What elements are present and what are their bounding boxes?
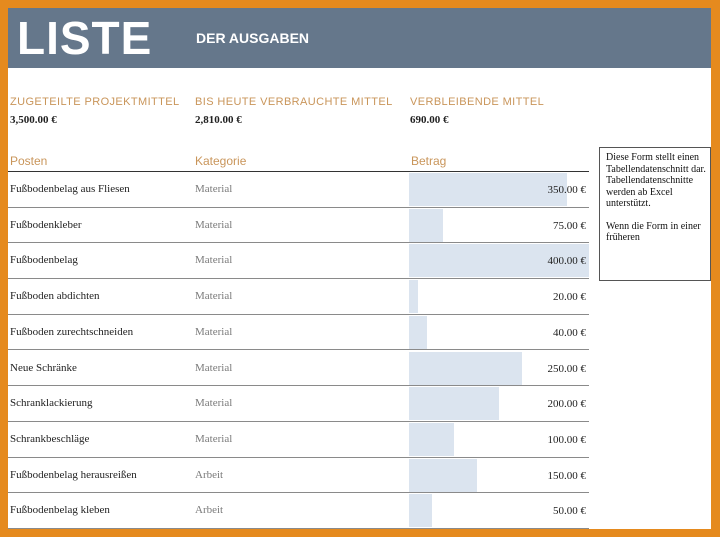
cell-kategorie[interactable]: Material: [195, 290, 233, 303]
cell-kategorie[interactable]: Material: [195, 218, 233, 231]
table-row[interactable]: Fußboden zurechtschneiden Material 40.00 €: [8, 315, 589, 351]
cell-kategorie[interactable]: Material: [195, 361, 233, 374]
title-banner: LISTE DER AUSGABEN: [8, 8, 711, 68]
cell-betrag[interactable]: 40.00 €: [409, 315, 589, 349]
cell-betrag[interactable]: 75.00 €: [409, 208, 589, 242]
data-bar: [409, 458, 477, 492]
betrag-value: 100.00 €: [547, 433, 587, 446]
data-bar: [409, 351, 522, 385]
cell-kategorie[interactable]: Arbeit: [195, 468, 224, 481]
cell-betrag[interactable]: 150.00 €: [409, 458, 589, 492]
banner-subtitle: DER AUSGABEN: [196, 30, 310, 46]
summary-value-spent[interactable]: 2,810.00 €: [195, 114, 242, 126]
table-row[interactable]: Schranklackierung Material 200.00 €: [8, 386, 589, 422]
table-row[interactable]: Fußbodenbelag aus Fliesen Material 350.00 …: [8, 172, 589, 208]
data-bar: [409, 494, 432, 528]
data-bar: [409, 208, 443, 242]
column-header-betrag[interactable]: Betrag: [411, 154, 447, 168]
cell-betrag[interactable]: 250.00 €: [409, 351, 589, 385]
notice-text-continued: Wenn die Form in einer früheren: [606, 220, 701, 244]
table-row[interactable]: Fußboden abdichten Material 20.00 €: [8, 279, 589, 315]
summary-label-allocated: ZUGETEILTE PROJEKTMITTEL: [10, 96, 180, 108]
cell-betrag[interactable]: 200.00 €: [409, 387, 589, 421]
cell-betrag[interactable]: 100.00 €: [409, 422, 589, 456]
cell-betrag[interactable]: 350.00 €: [409, 173, 589, 206]
betrag-value: 40.00 €: [553, 326, 586, 339]
table-row[interactable]: Schrankbeschläge Material 100.00 €: [8, 422, 589, 458]
betrag-value: 75.00 €: [553, 219, 586, 232]
data-bar: [409, 173, 567, 206]
cell-kategorie[interactable]: Material: [195, 254, 233, 267]
cell-posten[interactable]: Fußbodenbelag kleben: [10, 504, 110, 517]
cell-posten[interactable]: Fußbodenbelag aus Fliesen: [10, 183, 130, 195]
betrag-value: 200.00 €: [547, 398, 587, 411]
cell-posten[interactable]: Schrankbeschläge: [10, 432, 90, 445]
cell-betrag[interactable]: 20.00 €: [409, 280, 589, 314]
table-row[interactable]: Fußbodenbelag kleben Arbeit 50.00 €: [8, 493, 589, 529]
cell-posten[interactable]: Fußbodenbelag herausreißen: [10, 468, 137, 481]
table-row[interactable]: Fußbodenkleber Material 75.00 €: [8, 208, 589, 244]
data-bar: [409, 315, 427, 349]
data-bar: [409, 387, 499, 421]
cell-kategorie[interactable]: Material: [195, 183, 233, 195]
betrag-value: 250.00 €: [547, 362, 587, 375]
cell-posten[interactable]: Fußbodenbelag: [10, 254, 78, 267]
cell-posten[interactable]: Schranklackierung: [10, 397, 93, 410]
cell-posten[interactable]: Fußboden abdichten: [10, 290, 100, 303]
banner-title: LISTE: [17, 12, 153, 64]
summary-value-remaining[interactable]: 690.00 €: [410, 114, 449, 126]
betrag-value: 20.00 €: [553, 291, 586, 304]
cell-betrag[interactable]: 50.00 €: [409, 494, 589, 528]
table-row[interactable]: Fußbodenbelag Material 400.00 €: [8, 243, 589, 280]
cell-kategorie[interactable]: Material: [195, 397, 233, 410]
cell-kategorie[interactable]: Material: [195, 325, 233, 338]
header-divider: [8, 171, 589, 172]
data-bar: [409, 280, 418, 314]
notice-text: Diese Form stellt einen Tabellendatensch…: [606, 152, 706, 209]
betrag-value: 350.00 €: [547, 184, 587, 196]
worksheet: LISTE DER AUSGABEN ZUGETEILTE PROJEKTMIT…: [8, 8, 711, 529]
betrag-value: 400.00 €: [547, 255, 587, 268]
betrag-value: 50.00 €: [553, 505, 586, 518]
summary-label-spent: BIS HEUTE VERBRAUCHTE MITTEL: [195, 96, 393, 108]
betrag-value: 150.00 €: [547, 469, 587, 482]
slicer-placeholder-notice[interactable]: Diese Form stellt einen Tabellendatensch…: [599, 147, 711, 281]
cell-posten[interactable]: Fußboden zurechtschneiden: [10, 325, 134, 338]
table-row[interactable]: Neue Schränke Material 250.00 €: [8, 351, 589, 387]
cell-kategorie[interactable]: Arbeit: [195, 504, 224, 517]
cell-posten[interactable]: Neue Schränke: [10, 361, 77, 374]
data-bar: [409, 422, 454, 456]
column-header-posten[interactable]: Posten: [10, 154, 48, 168]
table-row[interactable]: Fußbodenbelag herausreißen Arbeit 150.00 €: [8, 458, 589, 494]
summary-label-remaining: VERBLEIBENDE MITTEL: [410, 96, 545, 108]
summary-value-allocated[interactable]: 3,500.00 €: [10, 114, 57, 126]
data-bar: [409, 244, 589, 278]
column-header-kategorie[interactable]: Kategorie: [195, 154, 247, 168]
cell-betrag[interactable]: 400.00 €: [409, 244, 589, 278]
cell-posten[interactable]: Fußbodenkleber: [10, 218, 82, 231]
cell-kategorie[interactable]: Material: [195, 432, 233, 445]
